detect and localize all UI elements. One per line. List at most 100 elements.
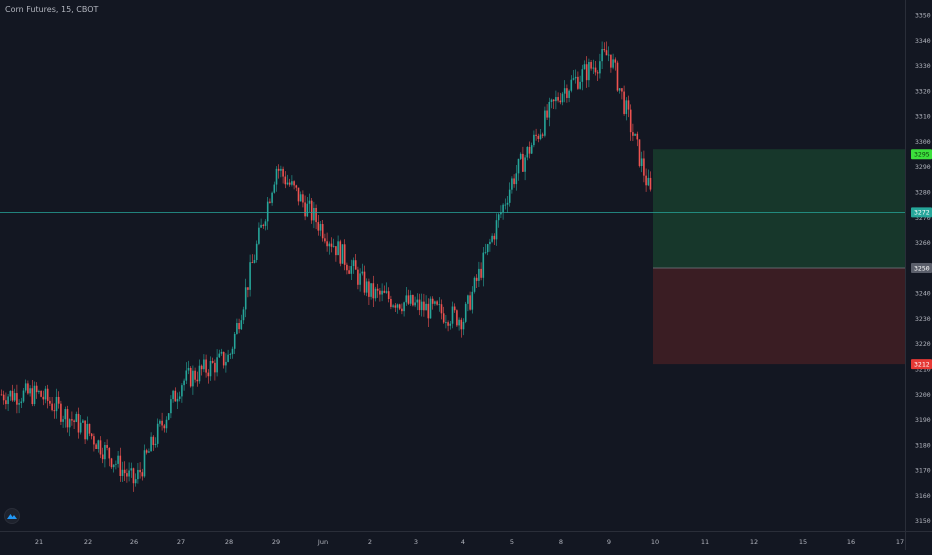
candle-body — [238, 323, 240, 330]
price-tick-label: 3180 — [915, 441, 931, 449]
candle-body — [154, 443, 157, 446]
candle-body — [467, 295, 469, 304]
candle-body — [231, 348, 234, 355]
candle-body — [196, 379, 199, 382]
candle-body — [618, 88, 621, 91]
price-tick-label: 3260 — [915, 239, 931, 247]
candle-body — [458, 319, 460, 326]
candle-body — [35, 385, 38, 393]
price-tick-label: 3290 — [915, 163, 931, 171]
candle-body — [110, 458, 113, 468]
target-price-tag-label: 3295 — [914, 151, 930, 159]
chart-area[interactable]: Corn Futures, 15, CBOT — [0, 0, 905, 531]
candle-body — [326, 241, 328, 247]
candle-body — [643, 158, 645, 176]
price-tick-label: 3230 — [915, 315, 931, 323]
candle-body — [418, 299, 421, 311]
candle-body — [53, 410, 56, 412]
tradingview-logo-icon[interactable] — [4, 508, 20, 524]
candle-body — [178, 396, 181, 399]
candle-body — [409, 295, 412, 304]
symbol-legend[interactable]: Corn Futures, 15, CBOT — [5, 5, 99, 14]
candle-body — [167, 413, 170, 420]
candle-body — [7, 396, 9, 405]
candle-body — [319, 224, 322, 231]
candle-body — [44, 388, 47, 400]
candle-body — [141, 472, 144, 477]
candle-body — [473, 277, 476, 292]
candle-body — [321, 224, 324, 239]
candle-body — [95, 444, 97, 450]
candle-body — [280, 168, 282, 171]
candle-body — [339, 241, 342, 264]
candle-body — [225, 361, 227, 366]
candle-body — [306, 203, 309, 217]
candle-body — [99, 440, 102, 455]
candle-body — [207, 372, 210, 377]
candle-body — [414, 302, 416, 306]
candle-body — [403, 302, 405, 312]
candle-body — [253, 259, 256, 263]
price-axis[interactable]: 3350 3340 3330 3320 3310 3300 3290 3280 3270 3260… — [905, 0, 932, 531]
candle-body — [530, 145, 533, 154]
candle-body — [79, 422, 82, 433]
candle-body — [405, 295, 408, 303]
candle-body — [214, 362, 216, 373]
candle-body — [464, 303, 467, 322]
candle-body — [599, 61, 601, 74]
candle-body — [493, 235, 496, 240]
candle-body — [264, 221, 267, 226]
candle-body — [84, 420, 86, 440]
time-axis[interactable]: 21 22 26 27 28 29 Jun 2 3 4 5 8 9 10 11 12 15 16 17 — [0, 531, 905, 550]
time-tick-label: 8 — [559, 538, 563, 546]
candle-body — [592, 67, 595, 69]
candle-body — [480, 268, 482, 278]
candle-body — [304, 202, 306, 217]
candle-body — [242, 309, 245, 321]
time-tick-label: 27 — [177, 538, 185, 546]
candle-body — [88, 423, 91, 434]
price-tick-label: 3350 — [915, 11, 931, 19]
candle-body — [581, 69, 584, 82]
candle-body — [352, 260, 355, 267]
price-tick-label: 3170 — [915, 467, 931, 475]
candle-body — [568, 90, 570, 98]
candle-body — [73, 420, 75, 422]
candle-body — [546, 110, 548, 118]
candle-body — [112, 464, 115, 468]
candle-body — [324, 238, 326, 242]
time-tick-label: 21 — [35, 538, 43, 546]
candle-body — [561, 93, 564, 103]
time-tick-label: 3 — [414, 538, 418, 546]
candle-body — [365, 281, 368, 293]
candle-body — [137, 469, 139, 480]
candle-body — [616, 62, 619, 91]
time-tick-label: 26 — [130, 538, 138, 546]
candle-body — [236, 323, 238, 334]
time-tick-label: 22 — [84, 538, 92, 546]
price-tick-label: 3240 — [915, 290, 931, 298]
candlestick-chart[interactable] — [0, 0, 905, 531]
candle-body — [511, 178, 513, 190]
candle-body — [376, 288, 379, 291]
candle-body — [434, 301, 436, 304]
candle-body — [407, 295, 410, 304]
candle-body — [427, 303, 430, 319]
candle-body — [119, 455, 122, 476]
candle-body — [132, 468, 135, 484]
candle-body — [462, 321, 465, 330]
candle-body — [486, 244, 489, 253]
candle-body — [16, 393, 18, 405]
price-tick-label: 3310 — [915, 113, 931, 121]
candle-body — [588, 62, 590, 81]
candle-body — [638, 139, 641, 166]
candle-body — [453, 306, 456, 311]
candle-body — [359, 273, 361, 285]
stop-price-tag-bg — [911, 359, 932, 370]
candle-body — [313, 207, 315, 221]
time-tick-label: 9 — [607, 538, 611, 546]
candle-body — [260, 224, 262, 228]
logo-glyph — [7, 514, 17, 519]
candle-body — [163, 425, 166, 429]
candle-body — [233, 333, 236, 349]
